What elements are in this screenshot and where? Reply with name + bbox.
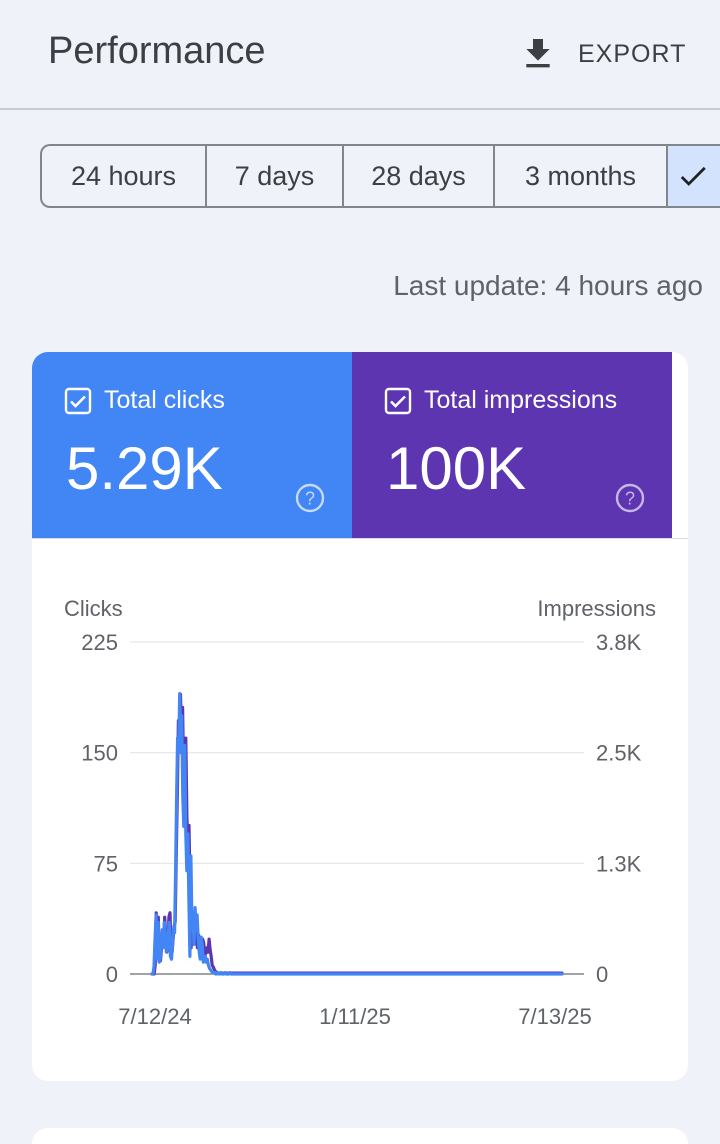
total-impressions-value: 100K <box>386 435 527 502</box>
impressions-series-line <box>150 692 564 976</box>
left-axis-title: Clicks <box>64 596 123 621</box>
right-axis-title: Impressions <box>537 596 656 621</box>
chart-series <box>150 692 564 976</box>
clicks-series-line <box>150 692 564 976</box>
total-clicks-label: Total clicks <box>104 386 225 414</box>
left-tick-label: 225 <box>81 630 118 655</box>
help-icon[interactable]: ? <box>614 482 646 514</box>
performance-chart: Clicks Impressions 0 0 75 1.3K 150 2.5K 225 3.8… <box>64 596 656 1029</box>
right-tick-label: 1.3K <box>596 851 642 876</box>
range-selected-option[interactable] <box>668 146 720 206</box>
total-impressions-label: Total impressions <box>424 386 618 414</box>
check-icon <box>680 166 706 186</box>
range-28-days[interactable]: 28 days <box>344 146 495 206</box>
left-tick-label: 75 <box>94 851 118 876</box>
last-update-text: Last update: 4 hours ago <box>393 270 703 301</box>
left-tick-label: 0 <box>106 962 118 987</box>
right-tick-label: 0 <box>596 962 608 987</box>
page-title: Performance <box>48 30 266 72</box>
range-3-months[interactable]: 3 months <box>495 146 668 206</box>
card-divider <box>32 538 688 539</box>
export-button[interactable]: EXPORT <box>518 34 686 74</box>
next-card <box>32 1128 688 1144</box>
top-bar: Performance EXPORT <box>0 0 720 110</box>
export-label: EXPORT <box>578 39 687 68</box>
date-range-selector: 24 hours 7 days 28 days 3 months <box>40 144 720 208</box>
total-clicks-tile[interactable]: Total clicks 5.29K ? <box>32 352 352 538</box>
download-icon <box>526 39 550 68</box>
left-tick-label: 150 <box>81 741 118 766</box>
checkbox-checked-icon[interactable] <box>64 387 92 415</box>
x-tick-label: 1/11/25 <box>319 1004 391 1029</box>
right-tick-label: 2.5K <box>596 741 642 766</box>
checkbox-checked-icon[interactable] <box>384 387 412 415</box>
x-tick-label: 7/13/25 <box>518 1004 591 1029</box>
performance-card: Total clicks 5.29K ? Total impressions 1… <box>32 352 688 1081</box>
total-clicks-value: 5.29K <box>66 435 223 502</box>
chart-ticks: 0 0 75 1.3K 150 2.5K 225 3.8K 7/12/24 1/11/25 7/13… <box>81 630 641 1029</box>
range-24-hours[interactable]: 24 hours <box>42 146 207 206</box>
svg-text:?: ? <box>625 489 635 509</box>
help-icon[interactable]: ? <box>294 482 326 514</box>
total-impressions-tile[interactable]: Total impressions 100K ? <box>352 352 672 538</box>
range-7-days[interactable]: 7 days <box>207 146 344 206</box>
svg-text:?: ? <box>305 489 315 509</box>
right-tick-label: 3.8K <box>596 630 642 655</box>
x-tick-label: 7/12/24 <box>118 1004 191 1029</box>
